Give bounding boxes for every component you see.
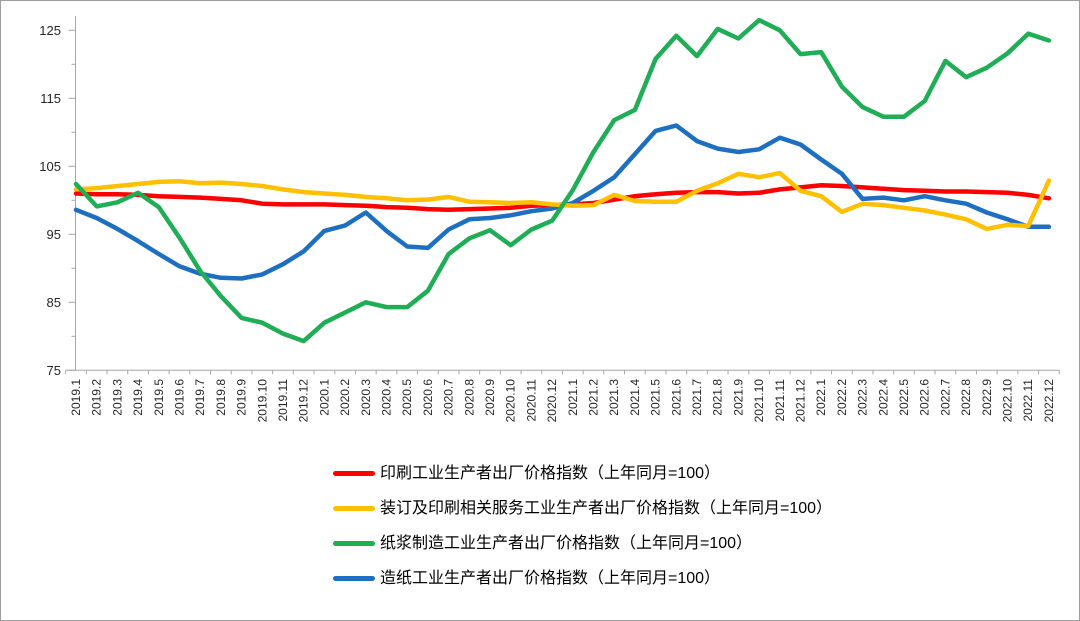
- legend-label: 装订及印刷相关服务工业生产者出厂价格指数（上年同月=100）: [380, 499, 833, 517]
- x-tick-label: 2022.2: [835, 379, 849, 416]
- x-tick-label: 2021.12: [794, 379, 808, 423]
- x-tick-label: 2020.2: [338, 379, 352, 416]
- x-tick-label: 2020.12: [545, 379, 559, 423]
- x-tick-label: 2020.6: [421, 379, 435, 416]
- legend-label: 造纸工业生产者出厂价格指数（上年同月=100）: [380, 569, 721, 587]
- x-tick-label: 2021.9: [731, 379, 745, 416]
- x-tick-label: 2020.1: [317, 379, 331, 416]
- line-chart-plot: 75 85 95 105 115 125 2019.1 2019.2 2019.3 2019.4 2…: [39, 16, 1060, 423]
- x-tick-label: 2022.9: [980, 379, 994, 416]
- x-tick-label: 2020.10: [504, 379, 518, 423]
- x-tick-label: 2021.10: [752, 379, 766, 423]
- legend-item-pulp-manufacturing-ppi: 纸浆制造工业生产者出厂价格指数（上年同月=100）: [333, 526, 832, 561]
- x-tick-label: 2021.4: [628, 379, 642, 416]
- legend-line-swatch-yellow: [333, 506, 375, 511]
- x-tick-label: 2021.5: [649, 379, 663, 416]
- x-tick-label: 2019.2: [90, 379, 104, 416]
- legend-line-swatch-blue: [333, 576, 375, 581]
- x-tick-label: 2019.9: [235, 379, 249, 416]
- x-tick-label: 2021.2: [587, 379, 601, 416]
- x-tick-label: 2022.11: [1021, 379, 1035, 422]
- x-tick-label: 2019.8: [214, 379, 228, 416]
- y-tick-label: 75: [47, 363, 61, 378]
- x-tick-label: 2019.11: [276, 379, 290, 422]
- x-tick-label: 2022.7: [938, 379, 952, 416]
- series-line-pulp-manufacturing-ppi: [73, 17, 1052, 344]
- x-tick-label: 2019.7: [193, 379, 207, 416]
- x-tick-label: 2020.11: [524, 379, 538, 422]
- x-tick-label: 2022.12: [1042, 379, 1056, 423]
- x-tick-label: 2022.1: [814, 379, 828, 416]
- x-tick-label: 2022.6: [918, 379, 932, 416]
- legend-line-swatch-red: [333, 471, 375, 476]
- x-tick-label: 2020.4: [380, 379, 394, 416]
- x-tick-label: 2020.5: [400, 379, 414, 416]
- x-tick-label: 2019.10: [255, 379, 269, 423]
- x-tick-label: 2019.1: [69, 379, 83, 416]
- x-tick-label: 2022.4: [876, 379, 890, 416]
- legend-item-printing-ppi: 印刷工业生产者出厂价格指数（上年同月=100）: [333, 456, 832, 491]
- x-tick-label: 2021.1: [566, 379, 580, 416]
- x-tick-label: 2019.12: [297, 379, 311, 423]
- legend-label: 印刷工业生产者出厂价格指数（上年同月=100）: [380, 464, 721, 482]
- x-tick-label: 2022.5: [897, 379, 911, 416]
- x-tick-label: 2021.6: [669, 379, 683, 416]
- x-tick-label: 2020.9: [483, 379, 497, 416]
- legend-item-papermaking-ppi: 造纸工业生产者出厂价格指数（上年同月=100）: [333, 561, 832, 596]
- legend-label: 纸浆制造工业生产者出厂价格指数（上年同月=100）: [380, 534, 753, 552]
- x-tick-label: 2019.4: [131, 379, 145, 416]
- legend-line-swatch-green: [333, 541, 375, 546]
- x-tick-label: 2022.10: [1001, 379, 1015, 423]
- y-tick-label: 125: [39, 23, 61, 38]
- x-tick-label: 2022.3: [856, 379, 870, 416]
- legend: 印刷工业生产者出厂价格指数（上年同月=100） 装订及印刷相关服务工业生产者出厂…: [333, 456, 832, 596]
- x-tick-label: 2021.8: [711, 379, 725, 416]
- x-tick-label: 2021.7: [690, 379, 704, 416]
- legend-item-binding-printing-services-ppi: 装订及印刷相关服务工业生产者出厂价格指数（上年同月=100）: [333, 491, 832, 526]
- y-tick-label: 85: [47, 295, 61, 310]
- x-tick-label: 2021.3: [607, 379, 621, 416]
- x-tick-label: 2022.8: [959, 379, 973, 416]
- x-tick-label: 2020.7: [442, 379, 456, 416]
- x-tick-label: 2020.8: [462, 379, 476, 416]
- x-tick-label: 2019.5: [152, 379, 166, 416]
- x-tick-label: 2020.3: [359, 379, 373, 416]
- y-tick-label: 105: [39, 159, 61, 174]
- x-tick-label: 2021.11: [773, 379, 787, 422]
- y-tick-label: 95: [47, 227, 61, 242]
- y-tick-label: 115: [40, 91, 61, 106]
- x-tick-label: 2019.6: [173, 379, 187, 416]
- x-tick-label: 2019.3: [110, 379, 124, 416]
